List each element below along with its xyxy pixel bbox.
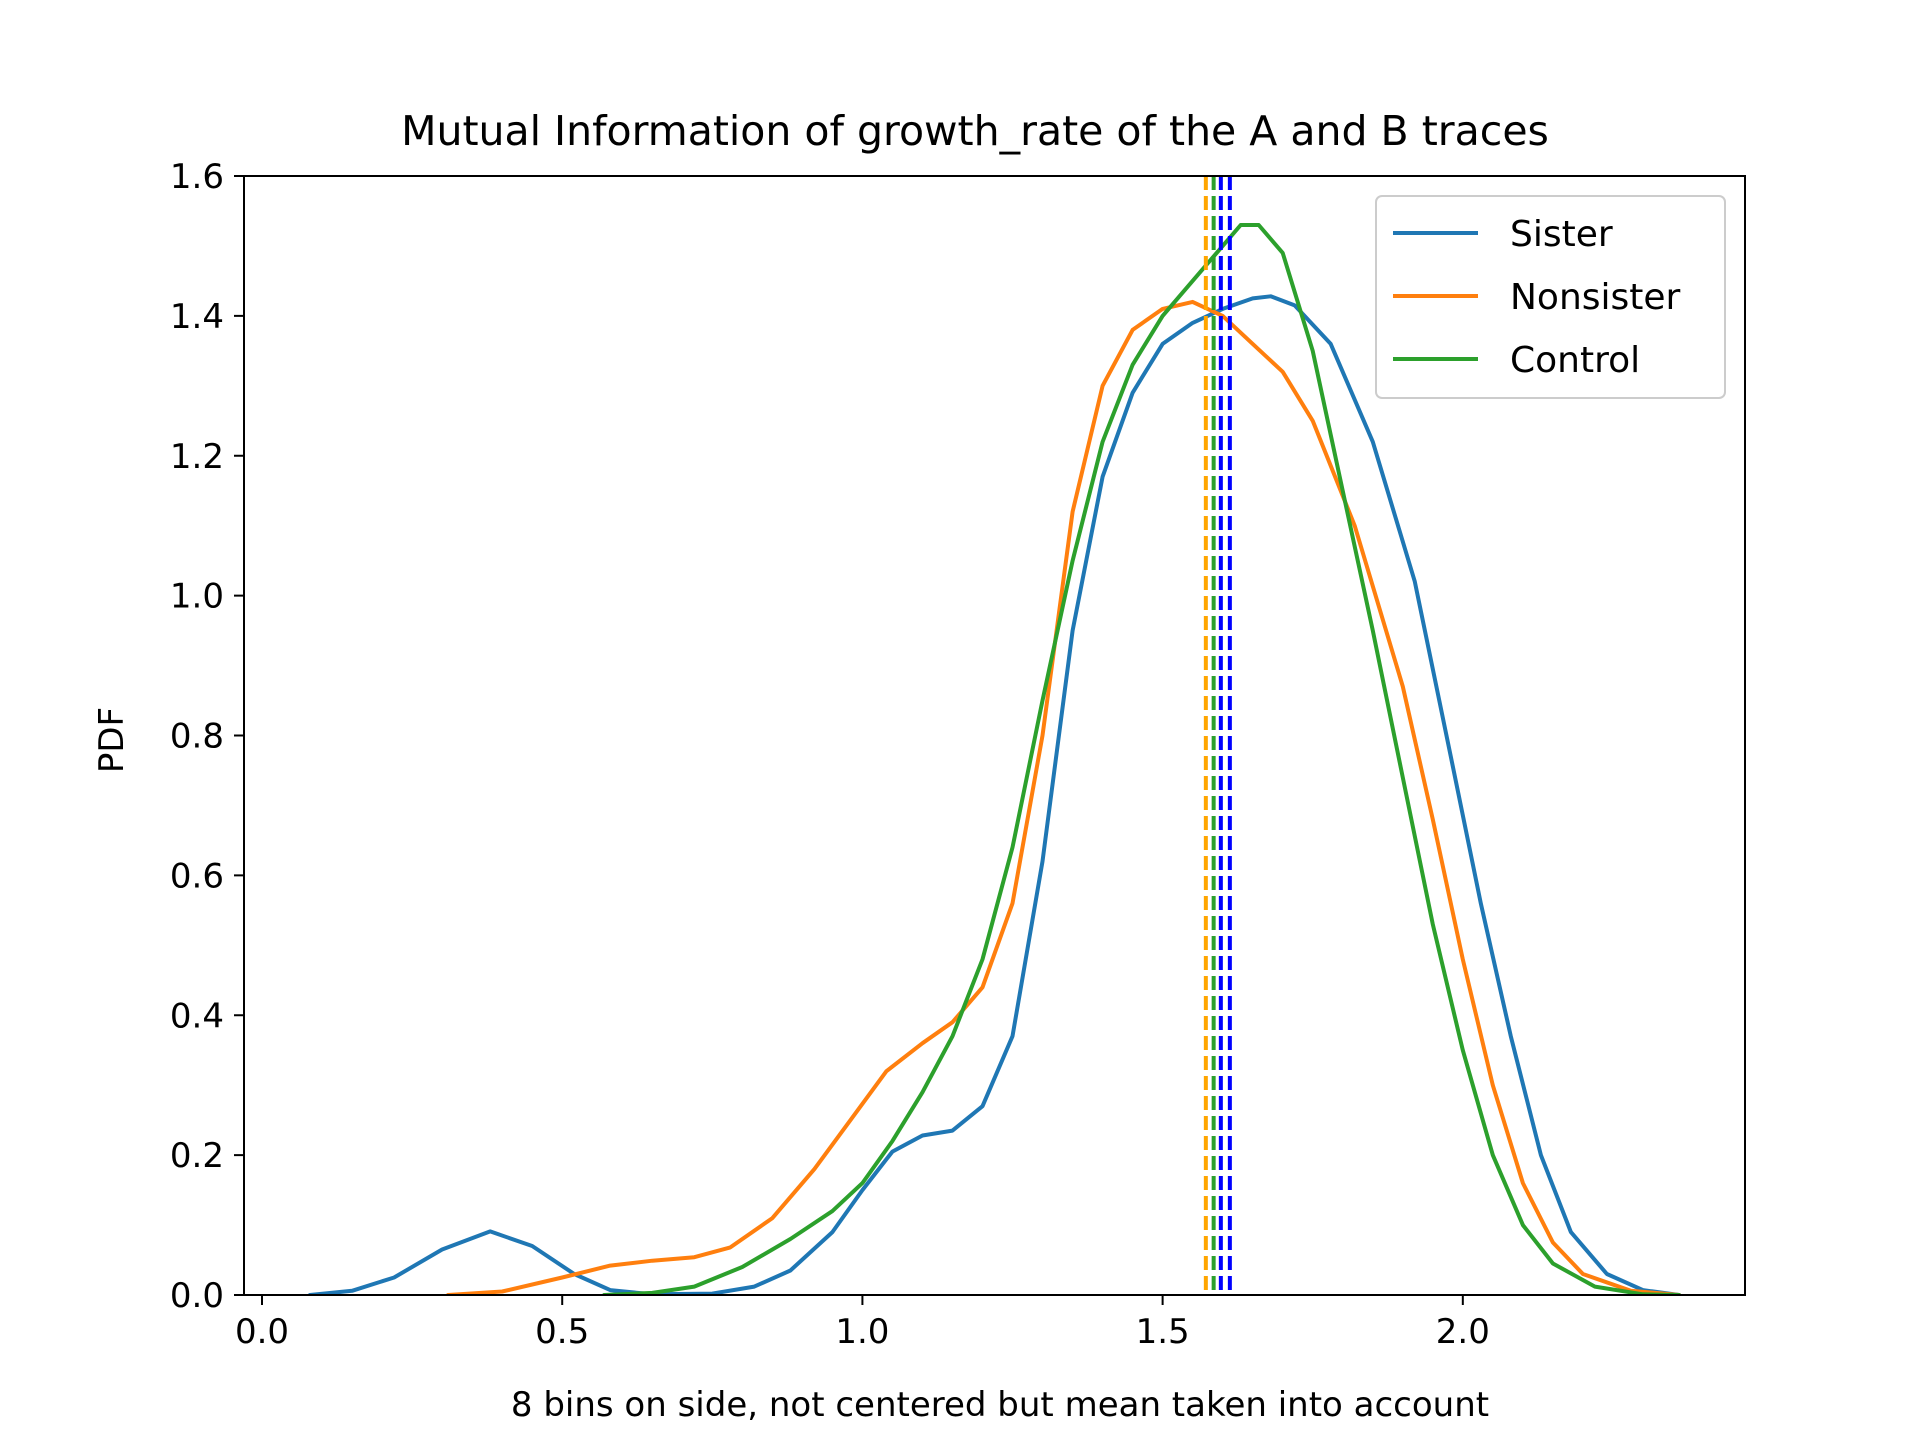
- y-tick-label: 1.4: [170, 297, 224, 337]
- x-tick-label: 1.0: [835, 1312, 889, 1352]
- x-tick-label: 0.5: [535, 1312, 589, 1352]
- x-axis-label: 8 bins on side, not centered but mean ta…: [511, 1385, 1489, 1425]
- y-tick-label: 0.4: [170, 996, 224, 1036]
- y-tick-label: 0.8: [170, 717, 224, 757]
- legend-label: Sister: [1510, 214, 1613, 255]
- plot-series-group: [308, 176, 1681, 1295]
- legend-box: [1375, 195, 1726, 399]
- legend: Sister Nonsister Control: [1375, 195, 1726, 399]
- y-tick-label: 1.2: [170, 437, 224, 477]
- y-axis: 0.0 0.2 0.4 0.6 0.8 1.0 1.2 1.4 1.6: [170, 157, 244, 1316]
- x-tick-label: 0.0: [235, 1312, 289, 1352]
- y-tick-label: 0.2: [170, 1136, 224, 1176]
- x-tick-label: 2.0: [1436, 1312, 1490, 1352]
- plot-area: [308, 176, 1681, 1295]
- x-tick-label: 1.5: [1136, 1312, 1190, 1352]
- y-tick-label: 0.0: [170, 1276, 224, 1316]
- legend-label: Control: [1510, 340, 1640, 381]
- y-axis-label: PDF: [92, 707, 132, 773]
- y-tick-label: 0.6: [170, 856, 224, 896]
- y-tick-label: 1.0: [170, 577, 224, 617]
- chart-title: Mutual Information of growth_rate of the…: [401, 107, 1549, 155]
- series-line-control: [602, 223, 1681, 1295]
- x-axis: 0.0 0.5 1.0 1.5 2.0: [235, 1295, 1490, 1352]
- legend-label: Nonsister: [1510, 277, 1681, 318]
- series-line-sister: [308, 294, 1681, 1295]
- y-tick-label: 1.6: [170, 157, 224, 197]
- series-line-nonsister: [446, 299, 1681, 1295]
